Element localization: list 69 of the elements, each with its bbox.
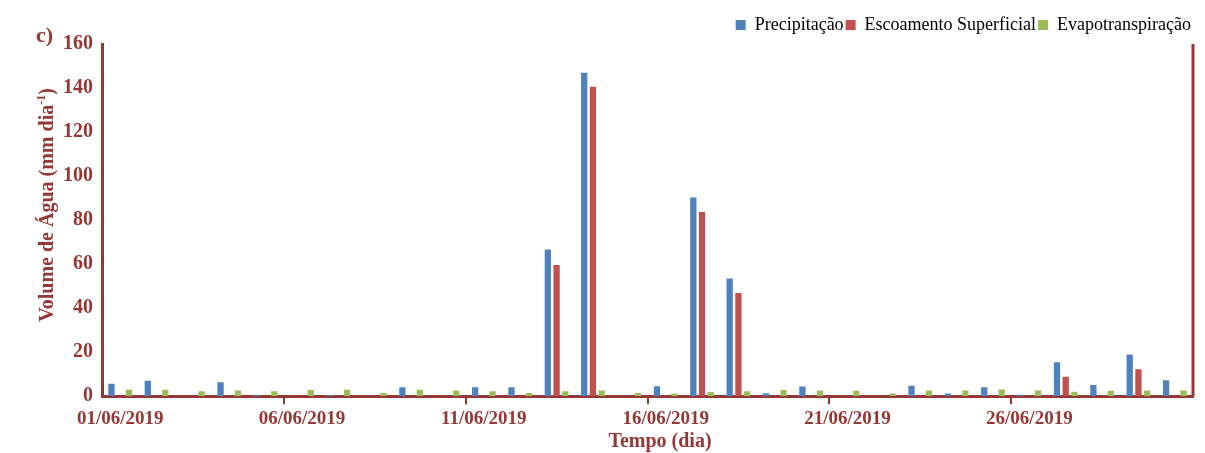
bar bbox=[589, 86, 597, 397]
bar bbox=[125, 389, 133, 397]
bar bbox=[962, 390, 969, 397]
bar bbox=[508, 387, 515, 397]
bar bbox=[598, 390, 605, 397]
bar bbox=[735, 292, 742, 397]
bar bbox=[453, 390, 460, 397]
x-tick-label: 26/06/2019 bbox=[986, 406, 1073, 428]
bar bbox=[489, 391, 496, 397]
bar bbox=[1090, 384, 1097, 397]
bar bbox=[217, 382, 224, 397]
bar bbox=[380, 392, 387, 397]
bar bbox=[690, 197, 697, 397]
x-tick-label: 01/06/2019 bbox=[76, 406, 164, 428]
bar bbox=[653, 386, 661, 397]
bar bbox=[981, 387, 988, 397]
bar bbox=[1144, 390, 1151, 397]
bar bbox=[1034, 390, 1042, 397]
bar bbox=[726, 278, 733, 397]
legend-label: Escoamento Superficial bbox=[864, 13, 1037, 34]
x-axis-title: Tempo (dia) bbox=[608, 428, 712, 452]
bar bbox=[581, 72, 588, 397]
bar bbox=[908, 385, 915, 397]
x-tick-label: 06/06/2019 bbox=[258, 406, 346, 428]
bar bbox=[1135, 369, 1142, 397]
bar bbox=[1053, 362, 1061, 397]
y-tick-label: 40 bbox=[73, 295, 93, 318]
y-tick-label: 60 bbox=[73, 251, 93, 274]
bar bbox=[416, 389, 423, 397]
legend-label: Evapotranspiração bbox=[1057, 13, 1191, 34]
x-tick-label: 16/06/2019 bbox=[622, 406, 709, 428]
bar bbox=[707, 392, 714, 397]
bar bbox=[198, 391, 205, 397]
legend-label: Precipitação bbox=[754, 13, 844, 34]
bar bbox=[271, 391, 278, 397]
bar bbox=[307, 390, 314, 397]
bar bbox=[698, 211, 706, 397]
bar bbox=[343, 389, 351, 397]
bar bbox=[1071, 391, 1078, 397]
y-tick-label: 160 bbox=[63, 31, 93, 54]
text: c) bbox=[36, 22, 54, 48]
bar bbox=[1162, 380, 1170, 397]
y-tick-label: 80 bbox=[73, 207, 93, 230]
bar bbox=[1126, 354, 1133, 397]
bar bbox=[553, 265, 560, 397]
bar bbox=[816, 390, 824, 397]
bar bbox=[399, 387, 406, 397]
bar bbox=[144, 380, 151, 397]
bar bbox=[544, 249, 551, 397]
bar bbox=[562, 391, 569, 397]
bar bbox=[998, 389, 1005, 397]
bar bbox=[234, 390, 242, 397]
x-tick-label: 21/06/2019 bbox=[804, 406, 891, 428]
bar bbox=[1180, 390, 1187, 397]
y-tick-label: 140 bbox=[63, 75, 93, 98]
bar bbox=[780, 390, 787, 397]
bar bbox=[762, 393, 770, 397]
bar bbox=[744, 391, 751, 397]
y-tick-label: 120 bbox=[63, 119, 93, 142]
bar bbox=[108, 383, 115, 397]
bar bbox=[925, 390, 933, 397]
y-tick-label: 0 bbox=[83, 383, 93, 406]
bar bbox=[471, 387, 479, 397]
bar bbox=[162, 389, 169, 397]
bar bbox=[1062, 376, 1069, 397]
y-tick-label: 100 bbox=[63, 163, 93, 186]
y-tick-label: 20 bbox=[73, 339, 93, 362]
x-tick-label: 11/06/2019 bbox=[441, 406, 527, 428]
bar bbox=[799, 386, 806, 397]
